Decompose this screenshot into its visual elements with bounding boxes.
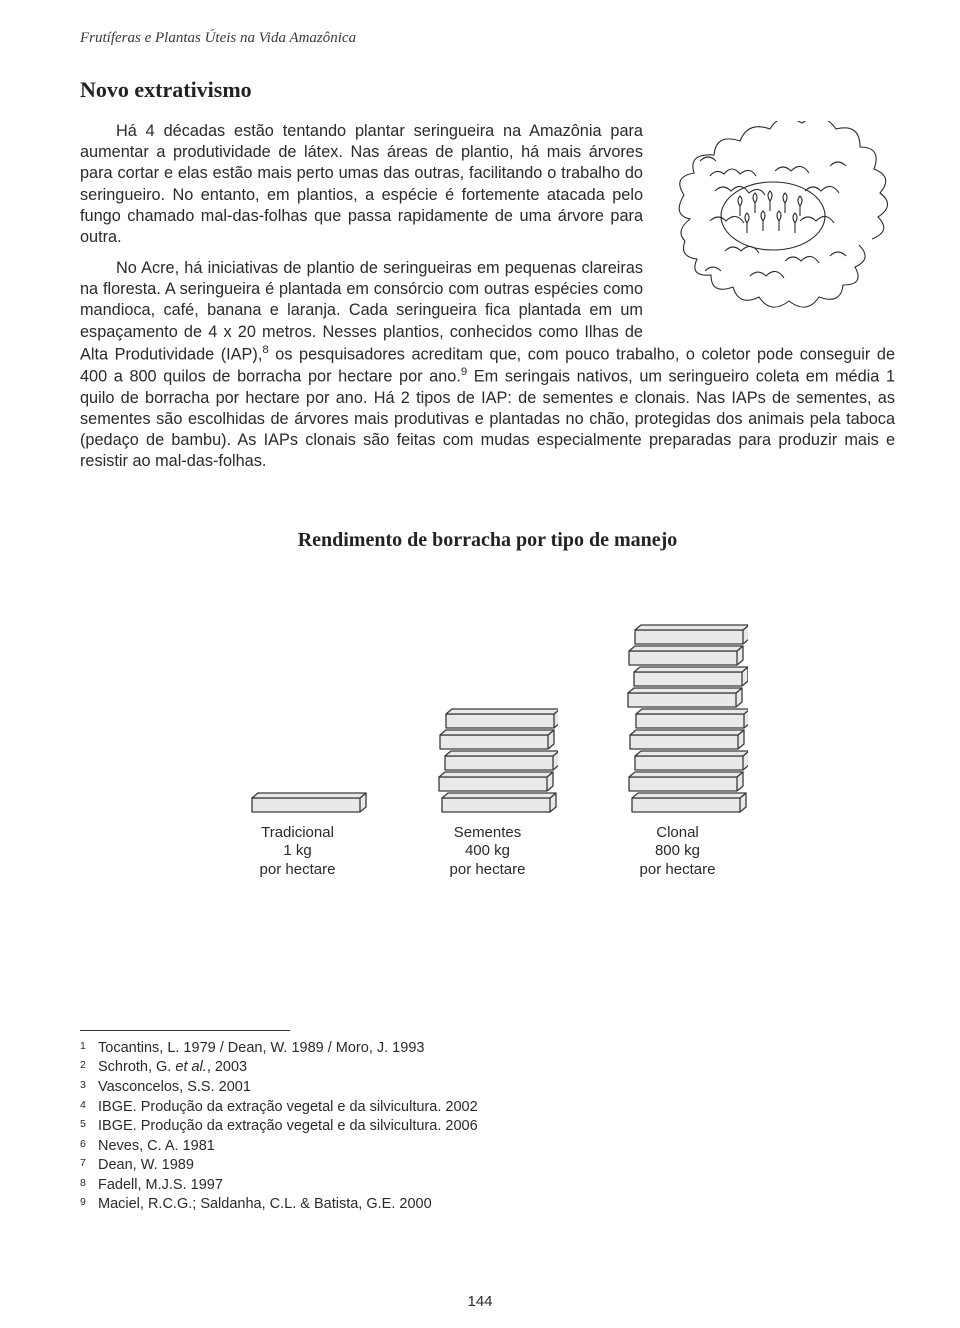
footnote: 3Vasconcelos, S.S. 2001: [80, 1078, 895, 1098]
footnote-number: 6: [80, 1137, 98, 1157]
rubber-slab-icon: [434, 706, 542, 728]
slab-stack: [244, 791, 352, 812]
footnote: 2Schroth, G. et al., 2003: [80, 1058, 895, 1078]
footnote-text: Neves, C. A. 1981: [98, 1137, 895, 1157]
chart-label-value: 1 kg: [233, 842, 363, 861]
chart-labels: Tradicional1 kgpor hectareSementes400 kg…: [80, 824, 895, 880]
yield-chart: [80, 582, 895, 812]
chart-label-per: por hectare: [233, 861, 363, 880]
footnote: 5IBGE. Produção da extração vegetal e da…: [80, 1117, 895, 1137]
footnote-rule: [80, 1030, 290, 1031]
footnote-number: 3: [80, 1078, 98, 1098]
footnote-text: Tocantins, L. 1979 / Dean, W. 1989 / Mor…: [98, 1039, 895, 1059]
footnote-text: Dean, W. 1989: [98, 1156, 895, 1176]
body-text: Há 4 décadas estão tentando plantar seri…: [80, 121, 895, 491]
chart-column: [613, 623, 743, 812]
footnote-text: Schroth, G. et al., 2003: [98, 1058, 895, 1078]
footnote-text: Maciel, R.C.G.; Saldanha, C.L. & Batista…: [98, 1195, 895, 1215]
footnote: 6Neves, C. A. 1981: [80, 1137, 895, 1157]
footnote-number: 9: [80, 1195, 98, 1215]
footnote-number: 8: [80, 1176, 98, 1196]
chart-label: Sementes400 kgpor hectare: [423, 824, 553, 880]
chart-label-name: Sementes: [423, 824, 553, 843]
footnote-text: IBGE. Produção da extração vegetal e da …: [98, 1098, 895, 1118]
chart-label-value: 400 kg: [423, 842, 553, 861]
footnote: 4IBGE. Produção da extração vegetal e da…: [80, 1098, 895, 1118]
chart-label: Clonal800 kgpor hectare: [613, 824, 743, 880]
footnote: 1Tocantins, L. 1979 / Dean, W. 1989 / Mo…: [80, 1039, 895, 1059]
page-number: 144: [0, 1293, 960, 1310]
footnote-number: 5: [80, 1117, 98, 1137]
footnote-number: 2: [80, 1058, 98, 1078]
footnote: 9Maciel, R.C.G.; Saldanha, C.L. & Batist…: [80, 1195, 895, 1215]
slab-stack: [624, 623, 732, 812]
footnote-text: Vasconcelos, S.S. 2001: [98, 1078, 895, 1098]
chart-label-name: Tradicional: [233, 824, 363, 843]
forest-clearing-illustration: [655, 121, 895, 331]
chart-label: Tradicional1 kgpor hectare: [233, 824, 363, 880]
footnote-number: 4: [80, 1098, 98, 1118]
rubber-slab-icon: [244, 790, 352, 812]
chart-label-per: por hectare: [613, 861, 743, 880]
footnote-number: 7: [80, 1156, 98, 1176]
running-header: Frutíferas e Plantas Úteis na Vida Amazô…: [80, 30, 895, 47]
chart-label-per: por hectare: [423, 861, 553, 880]
footnote-text: IBGE. Produção da extração vegetal e da …: [98, 1117, 895, 1137]
rubber-slab-icon: [624, 622, 732, 644]
chart-label-name: Clonal: [613, 824, 743, 843]
footnote-number: 1: [80, 1039, 98, 1059]
footnote: 8Fadell, M.J.S. 1997: [80, 1176, 895, 1196]
footnotes: 1Tocantins, L. 1979 / Dean, W. 1989 / Mo…: [80, 1039, 895, 1215]
footnote-text: Fadell, M.J.S. 1997: [98, 1176, 895, 1196]
footnote: 7Dean, W. 1989: [80, 1156, 895, 1176]
chart-column: [423, 707, 553, 812]
chart-title: Rendimento de borracha por tipo de manej…: [80, 529, 895, 552]
section-title: Novo extrativismo: [80, 77, 895, 103]
chart-column: [233, 791, 363, 812]
chart-label-value: 800 kg: [613, 842, 743, 861]
page: Frutíferas e Plantas Úteis na Vida Amazô…: [0, 0, 960, 1328]
slab-stack: [434, 707, 542, 812]
